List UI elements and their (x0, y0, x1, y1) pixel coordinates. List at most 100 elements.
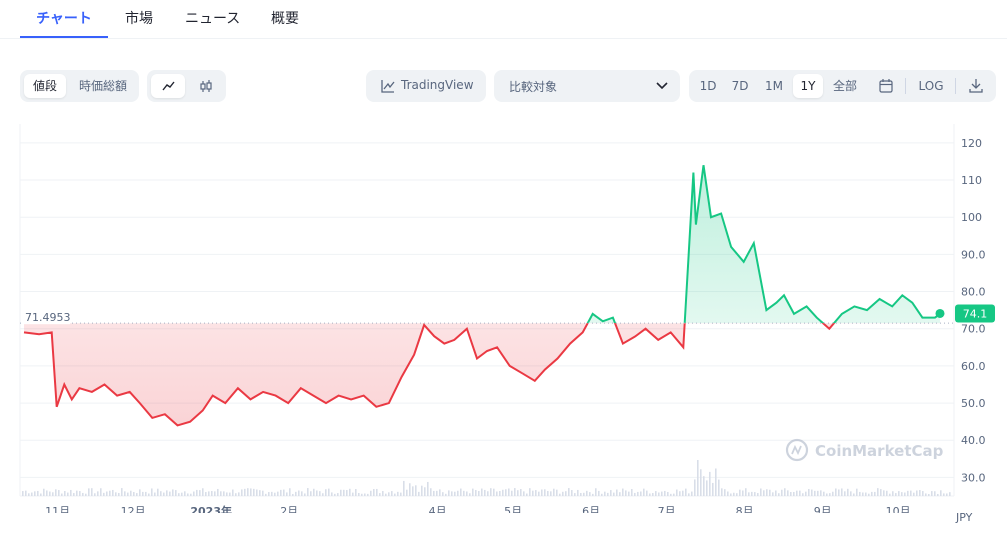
range-1y[interactable]: 1Y (793, 74, 823, 98)
volume-bar (166, 490, 168, 496)
volume-bar (688, 493, 690, 496)
range-1m[interactable]: 1M (765, 79, 783, 93)
volume-bar (829, 493, 831, 496)
volume-bar (541, 489, 543, 496)
tab-news[interactable]: ニュース (185, 11, 241, 27)
candlestick-button[interactable] (189, 74, 223, 98)
volume-bar (262, 490, 264, 496)
volume-bar (385, 493, 387, 496)
volume-bar (556, 489, 558, 496)
volume-bar (454, 491, 456, 496)
volume-bar (691, 491, 693, 496)
volume-bar (721, 488, 723, 496)
y-tick-label: 110 (961, 174, 982, 187)
log-toggle[interactable]: LOG (918, 79, 944, 93)
volume-bar (232, 489, 234, 496)
range-all[interactable]: 全部 (832, 79, 857, 93)
volume-bar (379, 493, 381, 496)
reference-price-label: 71.4953 (25, 311, 71, 324)
volume-bar (811, 489, 813, 496)
volume-bar (211, 491, 213, 496)
volume-bar (766, 489, 768, 496)
volume-bar (904, 492, 906, 496)
volume-bar (631, 489, 633, 496)
market-cap-option[interactable]: 時価総額 (78, 79, 127, 93)
volume-bar (391, 491, 393, 496)
volume-bar (748, 492, 750, 496)
volume-bar (778, 493, 780, 496)
volume-bar (253, 488, 255, 496)
volume-bar (424, 487, 426, 496)
volume-bar (625, 490, 627, 496)
volume-bar (265, 493, 267, 496)
volume-bar (457, 490, 459, 496)
x-tick-label: 6月 (582, 505, 600, 513)
volume-bar (736, 493, 738, 496)
volume-bar (502, 489, 504, 496)
volume-bar (535, 490, 537, 496)
volume-bar (226, 492, 228, 496)
price-option[interactable]: 値段 (24, 74, 66, 98)
volume-bar (880, 489, 882, 496)
y-tick-label: 40.0 (961, 434, 986, 447)
volume-bar (886, 490, 888, 496)
volume-bar (595, 488, 597, 496)
current-price-dot (935, 308, 945, 318)
volume-bar (280, 489, 282, 496)
watermark-text: CoinMarketCap (815, 442, 944, 460)
volume-bar (169, 491, 171, 496)
volume-bar (934, 491, 936, 496)
volume-bar (799, 490, 801, 496)
volume-bar (94, 493, 96, 496)
download-button[interactable] (961, 74, 991, 98)
volume-bar (511, 490, 513, 496)
volume-bar (415, 485, 417, 496)
download-icon (969, 79, 983, 93)
volume-bar (586, 490, 588, 496)
tradingview-button[interactable]: TradingView (366, 70, 486, 102)
tab-overview[interactable]: 概要 (271, 11, 299, 27)
price-chart[interactable]: CoinMarketCap 71.4953 74.1 120 110 100 90.0… (0, 118, 1007, 513)
volume-bar (874, 491, 876, 496)
currency-unit: JPY (956, 511, 973, 524)
volume-bar (361, 493, 363, 496)
volume-bar (784, 488, 786, 496)
volume-bar (706, 480, 708, 496)
calendar-button[interactable] (871, 74, 901, 98)
volume-bar (256, 489, 258, 496)
volume-bar (667, 492, 669, 496)
volume-bar (217, 488, 219, 496)
volume-bars (22, 460, 951, 496)
volume-bar (589, 492, 591, 496)
volume-bar (301, 491, 303, 496)
volume-bar (277, 491, 279, 496)
range-selector: 1D 7D 1M 1Y 全部 LOG (689, 70, 996, 102)
volume-bar (805, 491, 807, 496)
volume-bar (838, 489, 840, 496)
volume-bar (505, 489, 507, 496)
volume-bar (220, 491, 222, 496)
volume-bar (304, 493, 306, 496)
volume-bar (520, 489, 522, 496)
tab-chart[interactable]: チャート (20, 0, 108, 38)
volume-bar (640, 491, 642, 496)
line-chart-button[interactable] (151, 74, 185, 98)
volume-bar (394, 493, 396, 496)
volume-bar (871, 491, 873, 496)
volume-bar (613, 492, 615, 496)
volume-bar (709, 471, 711, 496)
volume-bar (949, 492, 951, 496)
volume-bar (175, 490, 177, 496)
volume-bar (796, 490, 798, 496)
volume-bar (931, 491, 933, 496)
tab-markets[interactable]: 市場 (125, 11, 153, 27)
volume-bar (319, 491, 321, 496)
range-1d[interactable]: 1D (699, 79, 717, 93)
range-7d[interactable]: 7D (731, 79, 749, 93)
volume-bar (787, 490, 789, 496)
volume-bar (637, 491, 639, 496)
volume-bar (682, 490, 684, 496)
volume-bar (142, 491, 144, 496)
volume-bar (487, 491, 489, 496)
compare-select[interactable]: 比較対象 (494, 70, 680, 102)
